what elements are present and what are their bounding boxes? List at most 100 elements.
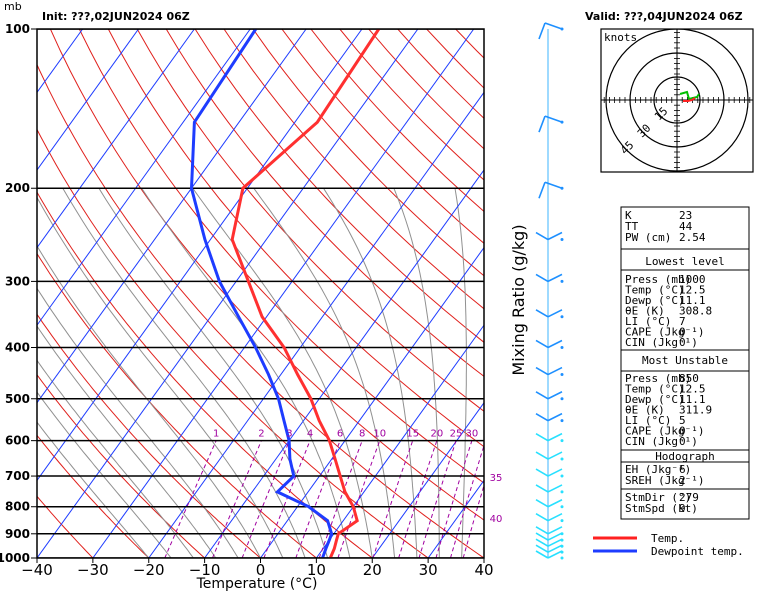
index-label: SREH (Jkg⁻¹): [625, 474, 704, 487]
index-label: CIN (Jkg⁻¹): [625, 435, 698, 448]
mixing-ratio-label: 3: [286, 429, 292, 440]
legend-dew-label: Dewpoint temp.: [651, 545, 744, 558]
dry-adiabat: [252, 29, 484, 277]
dry-adiabats: [37, 29, 484, 558]
dry-adiabat: [194, 29, 484, 343]
mixing-ratio-line: [450, 443, 484, 558]
index-value: 0: [679, 326, 686, 339]
index-label: CAPE (Jkg⁻¹): [625, 326, 704, 339]
dry-adiabat: [49, 29, 484, 521]
index-value: 2: [679, 474, 686, 487]
dry-adiabat: [37, 191, 373, 558]
moist-adiabat: [37, 325, 217, 558]
index-label: Temp (°C): [625, 284, 685, 297]
x-tick-label: −30: [77, 561, 109, 579]
mixing-ratio-label: 40: [490, 514, 503, 525]
wind-barb: [538, 181, 564, 199]
index-value: 308.8: [679, 305, 712, 318]
wind-barb: [535, 273, 564, 283]
dry-adiabat: [136, 29, 484, 412]
moist-adiabat: [483, 549, 484, 558]
legend: Temp. Dewpoint temp.: [593, 532, 744, 558]
mixing-ratio-label: 35: [490, 473, 503, 484]
legend-temp-label: Temp.: [651, 532, 684, 545]
mixing-ratio-label: 25: [450, 429, 463, 440]
index-label: EH (Jkg⁻¹): [625, 463, 691, 476]
x-tick-label: 30: [419, 561, 438, 579]
wind-barb: [535, 451, 564, 461]
pressure-label: 800: [5, 500, 30, 514]
x-tick-label: −40: [21, 561, 53, 579]
index-value: 1000: [679, 273, 706, 286]
isotherm: [315, 324, 484, 558]
dry-adiabat: [107, 29, 484, 448]
x-tick-label: −20: [133, 561, 165, 579]
mixing-ratio-label: 8: [359, 429, 365, 440]
x-tick-label: 40: [474, 561, 493, 579]
plot-area: [37, 29, 484, 558]
wind-barb: [535, 499, 564, 509]
index-label: θE (K): [625, 305, 665, 318]
index-value: 9: [679, 502, 686, 515]
mixing-ratio-line: [241, 440, 290, 558]
index-label: PW (cm): [625, 231, 671, 244]
isotherm: [371, 401, 484, 558]
dry-adiabat: [37, 313, 261, 558]
isotherm: [37, 29, 139, 171]
pressure-label: 100: [5, 22, 30, 36]
mixing-ratio-title: Mixing Ratio (g/kg): [509, 224, 528, 375]
dry-adiabat: [37, 434, 150, 558]
pressure-label: 600: [5, 434, 30, 448]
pressure-label: 300: [5, 274, 30, 288]
pressure-label: 700: [5, 469, 30, 483]
index-value: 0: [679, 336, 686, 349]
isotherm: [260, 246, 484, 558]
wind-barbs: [535, 22, 564, 560]
index-label: CIN (Jkg⁻¹): [625, 336, 698, 349]
mixing-ratio-label: 15: [406, 429, 419, 440]
mixing-ratio-line: [435, 440, 473, 558]
dry-adiabat: [37, 63, 484, 558]
index-value: 6: [679, 463, 686, 476]
index-label: Press (mb): [625, 372, 691, 385]
index-label: Dewp (°C): [625, 393, 685, 406]
moist-adiabat: [454, 188, 467, 558]
index-value: 11.1: [679, 393, 706, 406]
temperature-profile: [230, 29, 381, 558]
dry-adiabat: [165, 29, 484, 378]
dry-adiabat: [37, 128, 429, 558]
pressure-label: 900: [5, 527, 30, 541]
most-unstable-title: Most Unstable: [642, 354, 728, 367]
index-value: 5: [679, 414, 686, 427]
dry-adiabat: [37, 495, 94, 558]
moist-adiabat: [37, 287, 239, 558]
isotherm: [204, 169, 484, 558]
mixing-ratio-line: [318, 440, 363, 558]
isotherm: [37, 29, 251, 327]
x-tick-label: 10: [307, 561, 326, 579]
index-value: 11.1: [679, 294, 706, 307]
x-tick-label: 20: [363, 561, 382, 579]
mixing-ratio-label: 10: [373, 429, 386, 440]
index-label: Press (mb): [625, 273, 691, 286]
index-label: LI (°C): [625, 315, 671, 328]
wind-barb: [535, 309, 564, 319]
mixing-ratio-line: [295, 440, 341, 558]
mixing-ratio-label: 1: [213, 429, 219, 440]
mixing-ratio-label: 20: [431, 429, 444, 440]
isotherm: [37, 29, 307, 404]
index-label: Dewp (°C): [625, 294, 685, 307]
index-value: 850: [679, 372, 699, 385]
dewpoint-profile: [189, 29, 334, 558]
x-tick-label: 0: [256, 561, 266, 579]
index-value: 12.5: [679, 284, 706, 297]
index-label: LI (°C): [625, 414, 671, 427]
valid-time: Valid: ???,04JUN2024 06Z: [585, 10, 743, 23]
pressure-label: 1000: [0, 551, 30, 565]
wind-barb: [535, 366, 564, 377]
wind-barb: [535, 484, 564, 494]
hodo-trace-lower: [683, 97, 696, 102]
mixing-ratio-line: [462, 483, 484, 558]
